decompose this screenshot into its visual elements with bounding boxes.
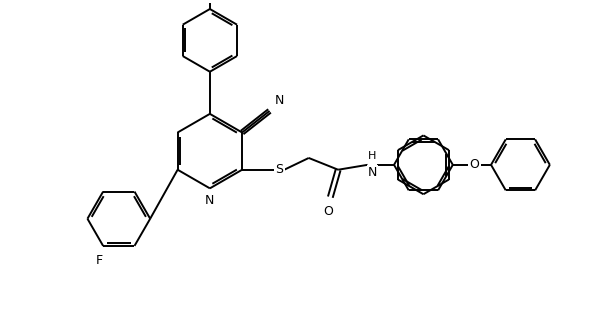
Text: O: O — [470, 158, 479, 171]
Text: O: O — [323, 205, 333, 218]
Text: N: N — [205, 194, 215, 207]
Text: S: S — [276, 163, 283, 176]
Text: N: N — [274, 94, 284, 107]
Text: N: N — [368, 166, 377, 179]
Text: F: F — [96, 254, 103, 267]
Text: H: H — [368, 151, 377, 161]
